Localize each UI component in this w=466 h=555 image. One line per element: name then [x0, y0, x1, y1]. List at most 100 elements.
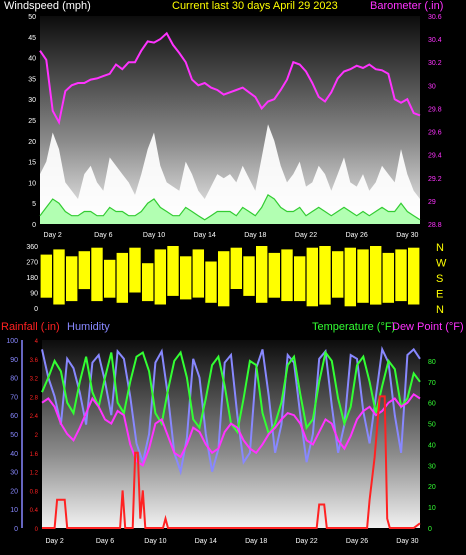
humidity-y-tick: 100: [6, 338, 18, 345]
temperature-y-tick: 40: [428, 442, 436, 449]
direction-band: [268, 252, 280, 298]
climate-plot-area: [42, 340, 420, 528]
barometer-y-tick: 29.8: [428, 106, 442, 113]
rainfall-line: [42, 395, 421, 529]
average-wind-area: [40, 194, 420, 224]
rainfall-y-tick: 1.6: [30, 452, 39, 458]
x-tick-label: Day 26: [346, 232, 368, 239]
humidity-axis-label: Humidity: [67, 321, 110, 333]
temperature-y-tick: 10: [428, 505, 436, 512]
direction-band: [243, 256, 255, 296]
humidity-y-tick: 10: [10, 507, 18, 514]
direction-y-tick: 180: [26, 275, 38, 282]
x-tick-label: Day 14: [194, 232, 216, 239]
rainfall-y-tick: 0: [35, 527, 39, 533]
temperature-y-axis: 0 10 20 30 40 50 60 70 80: [428, 359, 436, 533]
average-wind-line: [39, 194, 421, 221]
temperature-y-tick: 70: [428, 380, 436, 387]
direction-band: [205, 261, 217, 303]
x-tick-label: Day 26: [346, 538, 368, 545]
x-tick-label: Day 14: [195, 538, 217, 545]
direction-band: [382, 252, 394, 303]
wind-y-tick: 10: [28, 180, 36, 187]
compass-label: N: [436, 242, 444, 254]
wind-y-tick: 0: [32, 222, 36, 229]
compass-label: S: [436, 273, 443, 285]
temperature-y-tick: 30: [428, 463, 436, 470]
direction-y-axis: 0 90 180 270 360: [26, 244, 38, 313]
rainfall-y-tick: 2.4: [30, 414, 39, 420]
direction-y-tick: 90: [30, 291, 38, 298]
direction-band: [306, 247, 318, 307]
barometer-y-tick: 30.6: [428, 14, 442, 21]
x-tick-label: Day 6: [94, 232, 112, 239]
humidity-y-tick: 90: [10, 357, 18, 364]
barometer-y-tick: 29: [428, 199, 436, 206]
direction-band: [104, 259, 116, 298]
direction-band: [395, 249, 407, 302]
direction-band: [116, 252, 128, 303]
humidity-y-tick: 80: [10, 376, 18, 383]
direction-band: [294, 256, 306, 302]
direction-band: [167, 246, 179, 296]
wind-y-axis: 0 5 10 15 20 25 30 35 40 45 50: [28, 14, 36, 229]
direction-band: [319, 246, 331, 305]
direction-y-tick: 270: [26, 260, 38, 267]
direction-band: [281, 249, 293, 302]
temperature-y-tick: 0: [428, 526, 432, 533]
humidity-y-tick: 60: [10, 413, 18, 420]
direction-band: [66, 256, 78, 302]
climate-plot: [41, 345, 421, 529]
wind-y-tick: 5: [32, 201, 36, 208]
rainfall-y-tick: 1.2: [30, 471, 39, 477]
humidity-y-tick: 20: [10, 488, 18, 495]
direction-band: [53, 249, 65, 305]
direction-band: [142, 263, 154, 302]
direction-plot-area: [40, 246, 420, 308]
barometer-y-tick: 30: [428, 83, 436, 90]
direction-band: [218, 251, 230, 307]
wind-y-tick: 40: [28, 56, 36, 63]
compass-label: E: [436, 289, 443, 301]
direction-band: [332, 251, 344, 298]
x-tick-label: Day 6: [96, 538, 114, 545]
barometer-axis-label: Barometer (.in): [370, 0, 443, 12]
barometer-y-tick: 29.6: [428, 130, 442, 137]
compass-label: W: [436, 258, 447, 270]
x-tick-label: Day 30: [396, 232, 418, 239]
humidity-y-tick: 70: [10, 394, 18, 401]
barometer-y-tick: 28.8: [428, 222, 442, 229]
direction-band: [408, 247, 420, 305]
rainfall-axis-label: Rainfall (.in): [1, 321, 60, 333]
direction-band: [256, 246, 268, 303]
rainfall-y-tick: 2.8: [30, 395, 39, 401]
direction-plot: [40, 246, 420, 307]
x-tick-label: Day 30: [396, 538, 418, 545]
direction-band: [180, 256, 192, 300]
rainfall-y-tick: 2: [35, 433, 39, 439]
x-tick-label: Day 10: [143, 232, 165, 239]
barometer-y-tick: 30.4: [428, 37, 442, 44]
barometer-line: [39, 31, 421, 126]
chart-title: Current last 30 days April 29 2023: [172, 0, 338, 12]
barometer-y-tick: 29.4: [428, 153, 442, 160]
direction-y-tick: 0: [34, 306, 38, 313]
temperature-y-tick: 60: [428, 401, 436, 408]
barometer-y-tick: 30.2: [428, 60, 442, 67]
direction-band: [154, 249, 166, 305]
direction-band: [129, 247, 141, 293]
direction-band: [357, 249, 369, 303]
direction-y-tick: 360: [26, 244, 38, 251]
gust-area: [40, 124, 420, 224]
rainfall-y-tick: 4: [35, 339, 39, 345]
wind-y-tick: 35: [28, 76, 36, 83]
direction-band: [40, 254, 52, 298]
temperature-y-tick: 80: [428, 359, 436, 366]
humidity-y-tick: 0: [14, 526, 18, 533]
wind-y-tick: 20: [28, 139, 36, 146]
wind-y-tick: 45: [28, 35, 36, 42]
wind-y-tick: 50: [28, 14, 36, 21]
rainfall-y-axis: 0 0.4 0.8 1.2 1.6 2 2.4 2.8 3.2 3.6 4: [30, 339, 39, 533]
rainfall-y-tick: 0.4: [30, 508, 39, 514]
